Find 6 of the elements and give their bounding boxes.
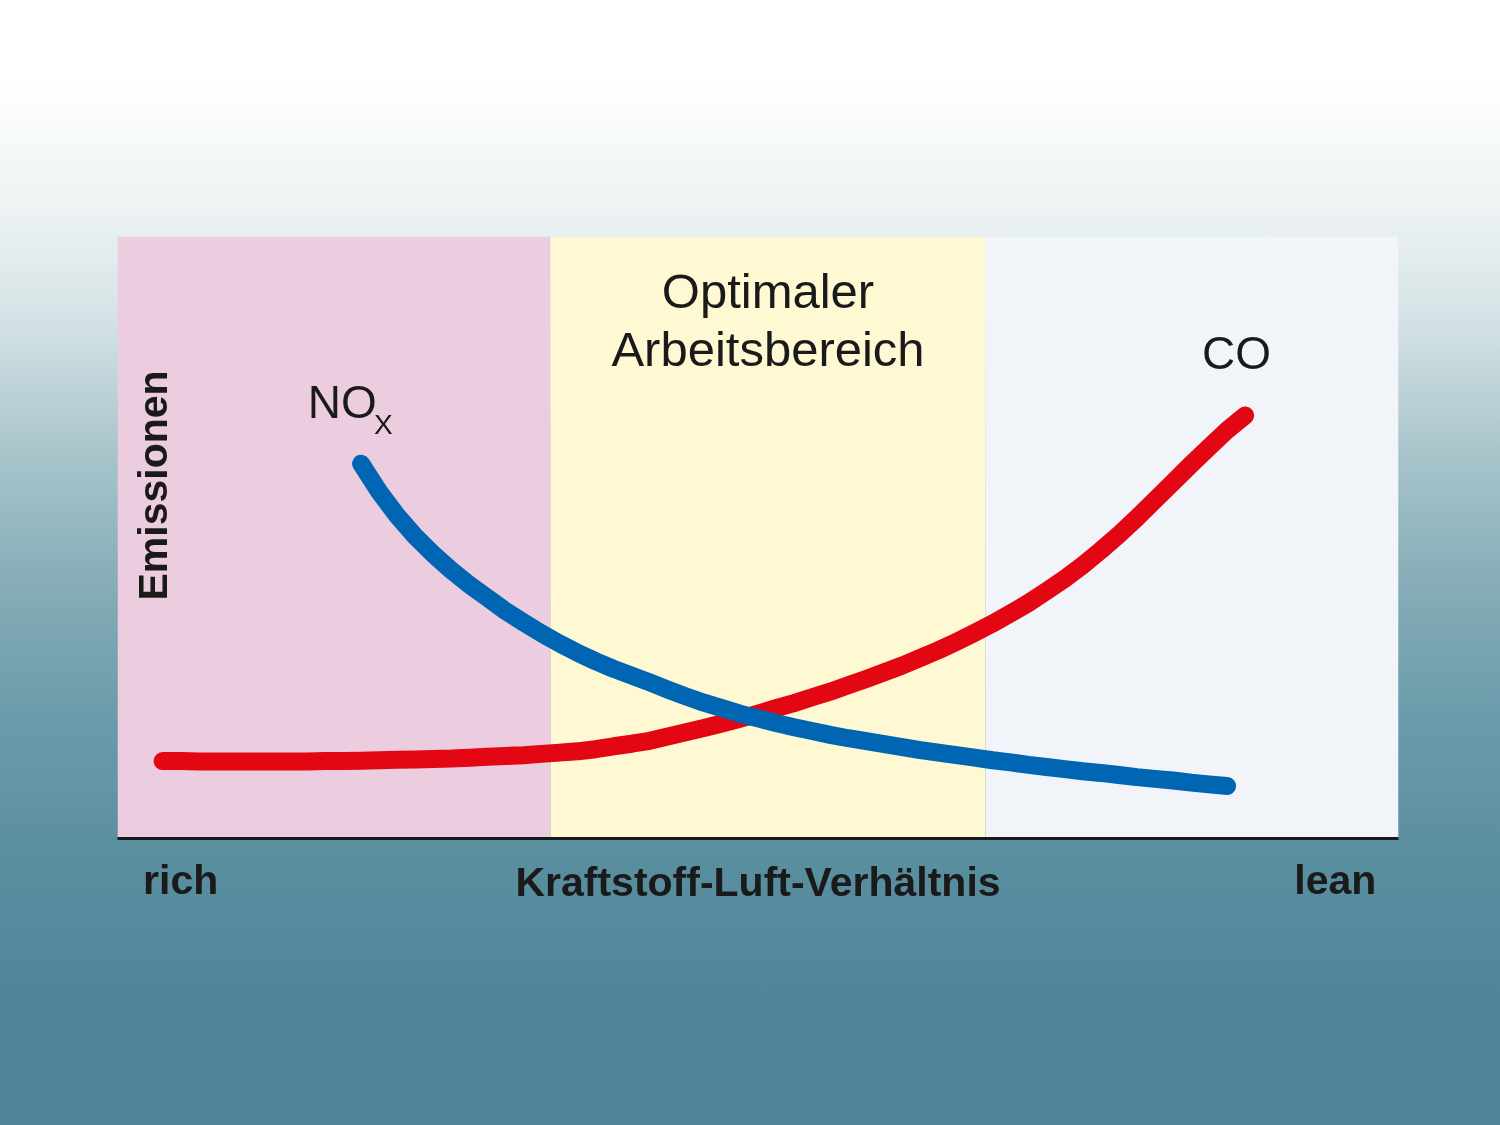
- text: Optimaler Arbeitsbereich: [611, 263, 925, 376]
- x-axis-title: Kraftstoff-Luft-Verhältnis: [515, 858, 1001, 905]
- x-tick-label: rich: [143, 856, 219, 903]
- x-tick-label: lean: [1294, 856, 1377, 903]
- series-label: CO: [1202, 327, 1272, 380]
- y-axis-title: Emissionen: [129, 370, 176, 601]
